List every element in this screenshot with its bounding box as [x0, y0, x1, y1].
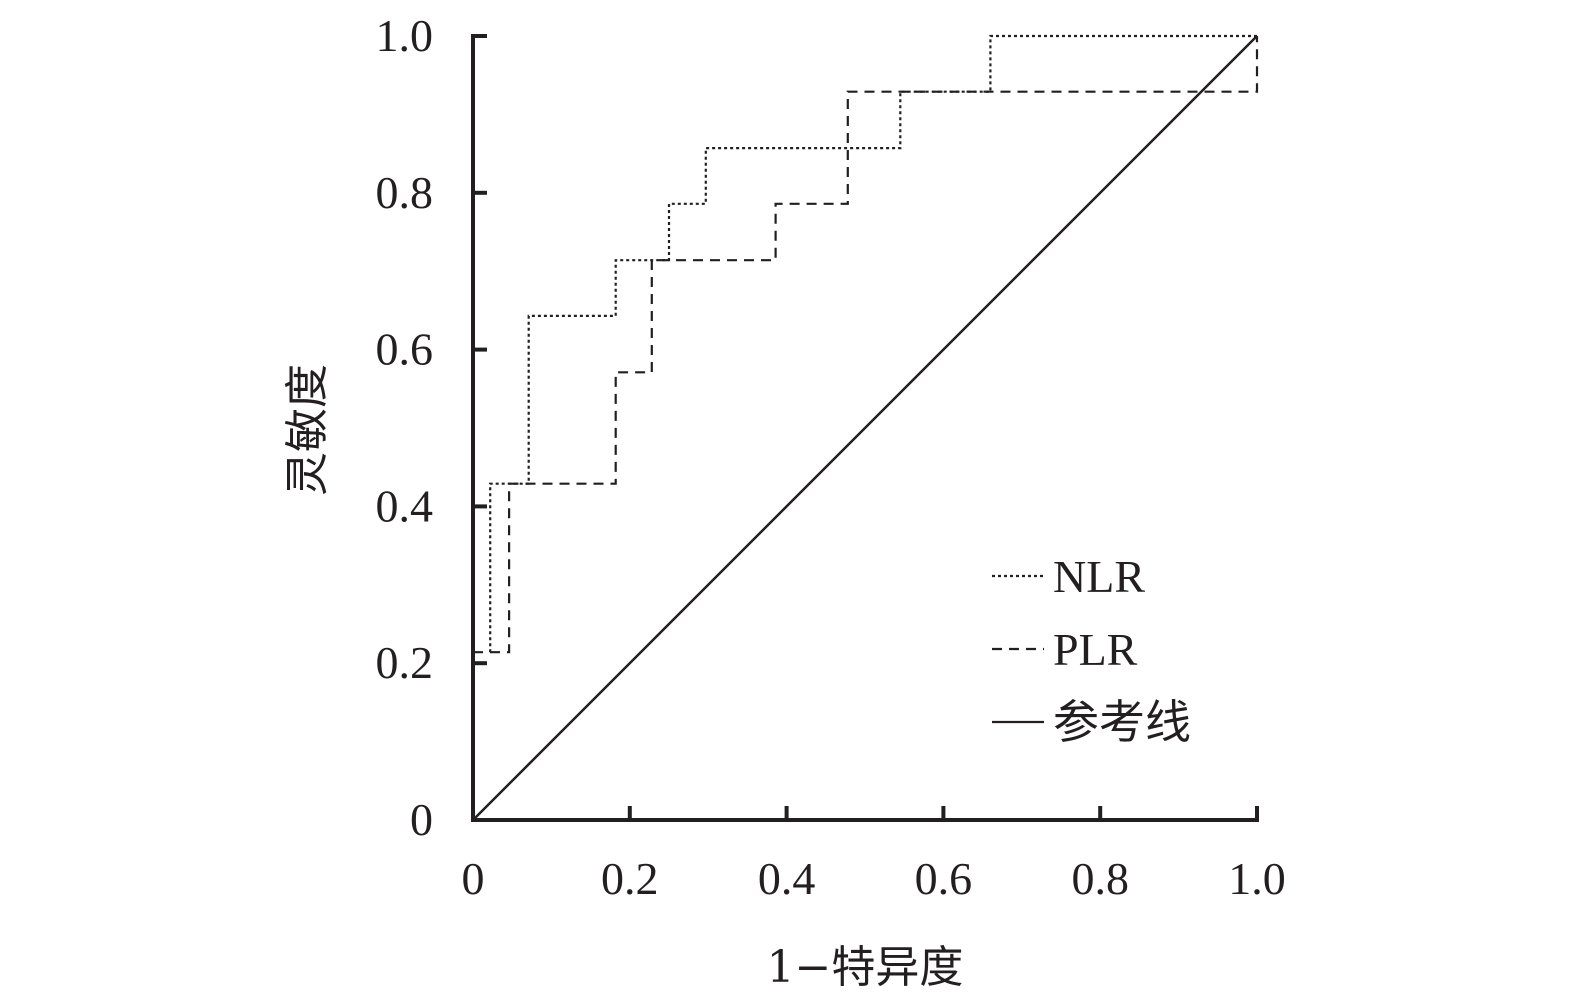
curves-layer: [472, 34, 1259, 821]
x-tick-label: 1.0: [1228, 853, 1286, 904]
y-tick-label: 0.4: [376, 480, 434, 531]
ticks-layer: 0 0.2 0.4 0.6 0.8 1.0 0 0.2 0.4 0.6 0.8 1.0: [376, 10, 1286, 904]
x-tick-label: 0.2: [601, 853, 659, 904]
y-tick-label: 1.0: [376, 10, 434, 61]
series-plr-line: [473, 36, 1259, 654]
y-tick-label: 0.6: [376, 324, 434, 375]
axes-layer: [471, 34, 1259, 822]
series-reference-line: [472, 35, 1258, 821]
x-tick-label: 0.4: [758, 853, 816, 904]
x-tick-label: 0.6: [915, 853, 973, 904]
legend-label-reference: 参考线: [1053, 697, 1191, 748]
x-tick-label: 0: [462, 853, 485, 904]
y-tick-label: 0.2: [376, 637, 434, 688]
y-axis-title: 灵敏度: [282, 364, 333, 496]
x-tick-label: 0.8: [1071, 853, 1129, 904]
y-tick-label: 0.8: [376, 167, 434, 218]
y-tick-label: 0: [410, 794, 433, 845]
legend: NLR PLR 参考线: [992, 551, 1191, 748]
x-axis-title: 1−特异度: [767, 942, 964, 993]
legend-label-plr: PLR: [1053, 624, 1138, 675]
legend-label-nlr: NLR: [1053, 551, 1145, 602]
